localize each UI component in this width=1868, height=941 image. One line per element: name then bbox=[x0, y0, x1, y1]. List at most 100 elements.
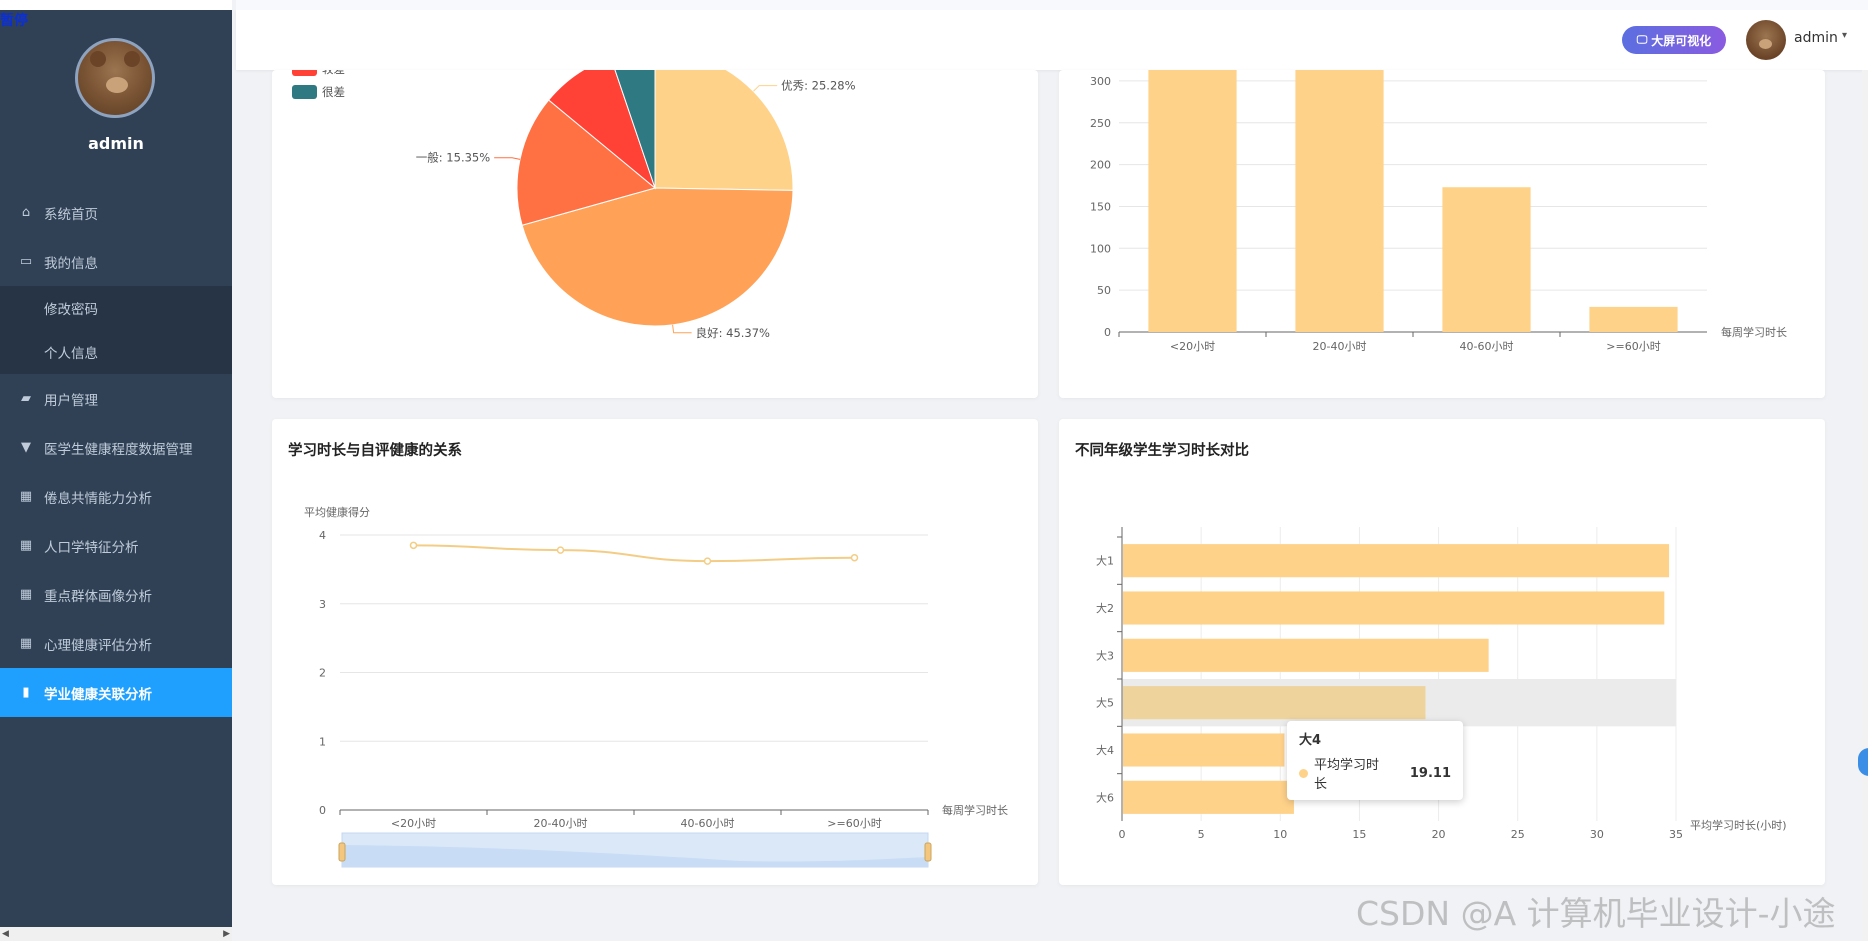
x-axis-label: 每周学习时长 bbox=[1721, 325, 1787, 339]
pie-chart-card: 优秀: 25.28% 良好: 45.37% 一般: 15.35% 较差很差 bbox=[272, 70, 1038, 398]
y-tick-label: 大6 bbox=[1096, 790, 1114, 804]
line-point[interactable] bbox=[556, 546, 565, 554]
tooltip-value: 19.11 bbox=[1409, 765, 1451, 781]
y-axis-label: 平均健康得分 bbox=[304, 505, 370, 519]
bar-大2[interactable] bbox=[1123, 591, 1665, 625]
card-title: 学习时长与自评健康的关系 bbox=[288, 443, 462, 459]
sidebar-top-strip bbox=[0, 0, 232, 10]
bar-大3[interactable] bbox=[1123, 638, 1489, 672]
line-point[interactable] bbox=[850, 553, 859, 562]
y-tick-label: 2 bbox=[319, 667, 326, 680]
x-tick-label: 25 bbox=[1511, 828, 1525, 841]
pie-label: 良好: 45.37% bbox=[696, 326, 770, 340]
datazoom-left-handle[interactable] bbox=[338, 842, 346, 862]
bar-20-40小时[interactable] bbox=[1295, 70, 1384, 332]
pie-chart: 优秀: 25.28% 良好: 45.37% 一般: 15.35% 较差很差 bbox=[292, 70, 856, 340]
avatar-ear-icon bbox=[90, 51, 106, 67]
sidebar-item-3[interactable]: 个人信息 bbox=[0, 330, 232, 374]
datazoom-preview bbox=[342, 845, 928, 867]
sidebar-item-label: 用户管理 bbox=[44, 392, 98, 409]
bigscreen-button[interactable]: 🖵 大屏可视化 bbox=[1622, 26, 1726, 54]
x-tick-label: 20 bbox=[1432, 828, 1446, 841]
bar-大5[interactable] bbox=[1123, 686, 1426, 720]
sidebar-item-0[interactable]: ⌂ 系统首页 bbox=[0, 188, 232, 237]
x-axis-label: 平均学习时长(小时) bbox=[1690, 818, 1787, 832]
page-scrollbar[interactable] bbox=[1862, 70, 1868, 941]
grade-hbar-chart: 0 5 10 15 20 25 30 35 大1 大2 大3 大5 大4 大6 平均学习时长(小时) bbox=[1096, 527, 1787, 841]
legend-label[interactable]: 很差 bbox=[322, 85, 345, 99]
chevron-down-icon[interactable]: ▾ bbox=[1842, 30, 1848, 41]
watermark: CSDN @A 计算机毕业设计-小途 bbox=[1356, 894, 1836, 933]
health-line-card: 学习时长与自评健康的关系 平均健康得分 0 1 2 3 4 <20小时 20-40小时 40-6… bbox=[272, 419, 1038, 885]
float-button[interactable] bbox=[1858, 748, 1868, 776]
sidebar-item-label: 心理健康评估分析 bbox=[44, 637, 152, 654]
legend-swatch[interactable] bbox=[292, 70, 317, 76]
sidebar-item-6[interactable]: ▦ 倦息共情能力分析 bbox=[0, 472, 232, 521]
bar-大1[interactable] bbox=[1123, 544, 1670, 578]
y-tick-label: 大3 bbox=[1096, 648, 1114, 662]
series-line[interactable] bbox=[413, 544, 855, 563]
datazoom-right-handle[interactable] bbox=[924, 842, 932, 862]
scroll-left-icon[interactable]: ◀ bbox=[2, 929, 9, 939]
y-tick-label: 大4 bbox=[1096, 743, 1114, 757]
bar-<20小时[interactable] bbox=[1148, 70, 1237, 332]
pie-label: 一般: 15.35% bbox=[416, 151, 490, 165]
pie-label: 优秀: 25.28% bbox=[781, 79, 855, 93]
x-tick-label: 10 bbox=[1273, 828, 1287, 841]
avatar-snout-icon bbox=[1759, 39, 1772, 49]
sidebar-item-2[interactable]: 修改密码 bbox=[0, 286, 232, 330]
y-tick-label: 0 bbox=[319, 804, 326, 817]
home-icon: ⌂ bbox=[21, 205, 31, 220]
header-username[interactable]: admin bbox=[1794, 30, 1838, 46]
x-tick-label: 35 bbox=[1669, 828, 1683, 841]
pie-slice-较差[interactable] bbox=[547, 70, 657, 190]
sidebar-item-label: 我的信息 bbox=[44, 255, 98, 272]
bar-大6[interactable] bbox=[1123, 780, 1294, 814]
top-bar-edge bbox=[236, 0, 1868, 10]
health-line-chart: 平均健康得分 0 1 2 3 4 <20小时 20-40小时 40-60小时 >=60小时 每周学习… bbox=[304, 505, 1008, 868]
pie-slice-很差[interactable] bbox=[611, 70, 656, 189]
bar-chart-icon: ▮ bbox=[22, 685, 30, 700]
line-point[interactable] bbox=[703, 557, 712, 565]
study-hours-bar-card: 0 50 100 150 200 250 300 <20小时 20-40小时 40-60小时 >=6… bbox=[1059, 70, 1825, 398]
card-title: 不同年级学生学习时长对比 bbox=[1075, 443, 1249, 459]
avatar-ear-icon bbox=[124, 51, 140, 67]
legend-label[interactable]: 较差 bbox=[322, 70, 345, 76]
y-tick-label: 3 bbox=[319, 598, 326, 611]
grid-icon: ▦ bbox=[19, 636, 33, 651]
scroll-right-icon[interactable]: ▶ bbox=[223, 929, 230, 939]
pie-slice-优秀[interactable] bbox=[654, 70, 794, 191]
user-manage-icon: ▰ bbox=[21, 391, 31, 406]
y-tick-label: 1 bbox=[319, 735, 326, 748]
y-tick-label: 300 bbox=[1090, 75, 1111, 88]
sidebar-item-5[interactable]: ▼ 医学生健康程度数据管理 bbox=[0, 423, 232, 472]
line-point[interactable] bbox=[409, 541, 418, 550]
sidebar-item-8[interactable]: ▦ 重点群体画像分析 bbox=[0, 570, 232, 619]
x-tick-label: 20-40小时 bbox=[534, 817, 588, 830]
sidebar-scrollbar[interactable]: ◀ ▶ bbox=[0, 927, 232, 941]
pause-label[interactable]: 暂停 bbox=[0, 13, 28, 29]
x-tick-label: 40-60小时 bbox=[1460, 340, 1514, 353]
sidebar-item-9[interactable]: ▦ 心理健康评估分析 bbox=[0, 619, 232, 668]
y-tick-label: 大5 bbox=[1096, 696, 1114, 710]
sidebar-item-1[interactable]: ▭ 我的信息 bbox=[0, 237, 232, 286]
sidebar-item-4[interactable]: ▰ 用户管理 bbox=[0, 374, 232, 423]
sidebar-item-10[interactable]: ▮ 学业健康关联分析 bbox=[0, 668, 232, 717]
avatar-snout-icon bbox=[106, 77, 128, 93]
sidebar-item-label: 倦息共情能力分析 bbox=[44, 490, 152, 507]
card-icon: ▭ bbox=[19, 254, 33, 269]
pie-slice-良好[interactable] bbox=[521, 187, 794, 327]
top-bar: 🖵 大屏可视化 admin ▾ bbox=[236, 0, 1868, 70]
header-avatar[interactable] bbox=[1746, 20, 1786, 60]
legend-swatch[interactable] bbox=[292, 85, 317, 99]
bar->=60小时[interactable] bbox=[1589, 306, 1678, 332]
y-tick-label: 大1 bbox=[1096, 554, 1114, 568]
sidebar-item-7[interactable]: ▦ 人口学特征分析 bbox=[0, 521, 232, 570]
x-axis-label: 每周学习时长 bbox=[942, 803, 1008, 817]
bar-40-60小时[interactable] bbox=[1442, 187, 1531, 332]
grade-hbar-card: 不同年级学生学习时长对比 0 5 10 15 20 25 30 35 大1 大2 大3 大5 大4 大6 平… bbox=[1059, 419, 1825, 885]
bar-大4[interactable] bbox=[1123, 733, 1285, 767]
sidebar-item-label: 医学生健康程度数据管理 bbox=[44, 441, 193, 458]
avatar[interactable] bbox=[75, 38, 155, 118]
grid-icon: ▦ bbox=[19, 587, 33, 602]
